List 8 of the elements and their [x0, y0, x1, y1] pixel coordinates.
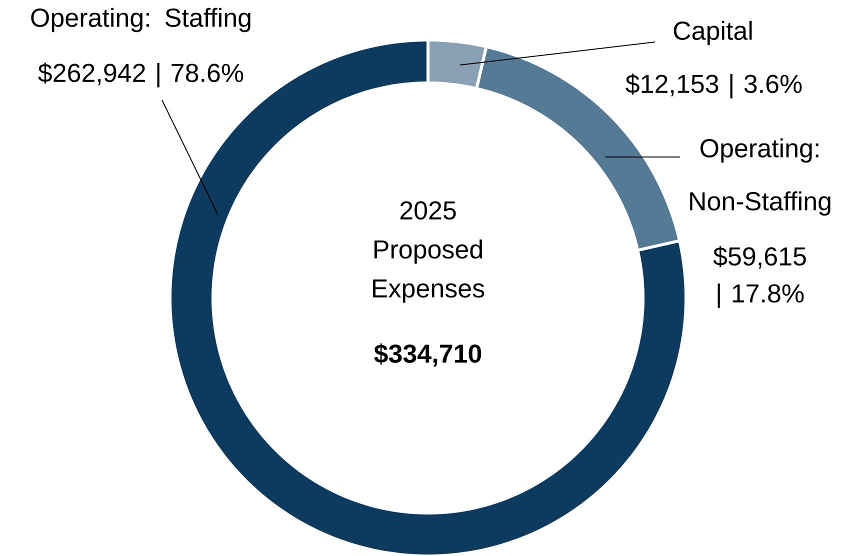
slice-label: Operating: Staffing — [31, 8, 250, 32]
data-label: $262,942 | 78.6% — [38, 62, 244, 88]
data-label: $12,153 | 3.6% — [626, 74, 802, 98]
data-label: $59,615 | 17.8% — [713, 246, 806, 308]
slice-label: Capital — [674, 20, 752, 46]
text: $334,710 — [374, 343, 482, 367]
text: 2025 Proposed Expenses — [373, 201, 484, 303]
slice-label: Operating: Non-Staffing — [690, 138, 830, 216]
